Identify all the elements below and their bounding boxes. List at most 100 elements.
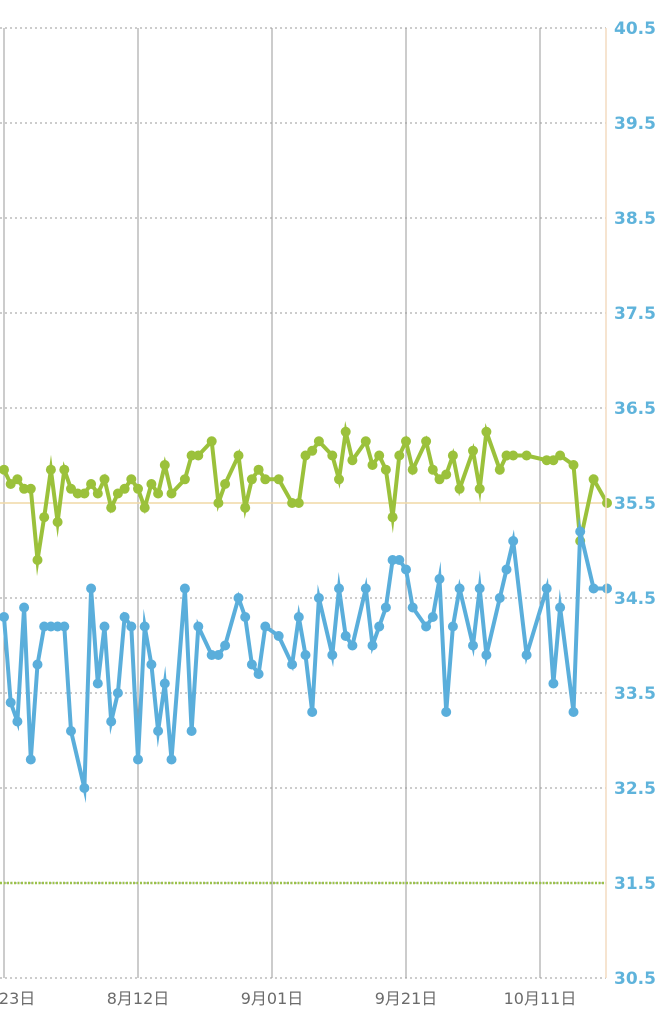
data-point: [159, 460, 170, 470]
data-point: [32, 555, 43, 565]
data-point: [447, 621, 458, 632]
data-point: [240, 612, 251, 622]
data-point: [501, 564, 512, 575]
data-point: [213, 650, 224, 660]
data-point: [59, 464, 70, 475]
data-point: [12, 474, 23, 485]
data-point: [427, 612, 438, 622]
data-point: [153, 488, 164, 499]
x-tick-label: 9月21日: [375, 989, 438, 1008]
data-point: [220, 640, 231, 651]
data-point: [166, 754, 177, 765]
data-point: [233, 450, 244, 461]
data-point: [340, 426, 351, 437]
data-point: [441, 469, 452, 480]
y-tick-label: 34.5: [614, 589, 656, 609]
data-point: [112, 688, 123, 698]
data-point: [360, 583, 371, 594]
y-tick-label: 37.5: [614, 304, 656, 324]
data-point: [313, 593, 324, 603]
x-axis: 7月23日 8月12日 9月01日 9月21日 10月11日: [0, 989, 576, 1008]
data-point: [434, 574, 445, 584]
data-point: [481, 650, 492, 660]
data-point: [407, 602, 418, 613]
data-point: [521, 450, 532, 461]
data-point: [106, 502, 117, 513]
data-point: [260, 474, 271, 485]
data-point: [293, 498, 304, 508]
data-point: [334, 474, 344, 485]
data-point: [193, 450, 204, 461]
data-point: [106, 716, 117, 727]
data-point: [494, 593, 505, 603]
data-point: [79, 783, 90, 793]
x-tick-label: 10月11日: [504, 989, 577, 1008]
data-point: [92, 678, 103, 689]
data-point: [139, 502, 150, 513]
y-tick-label: 40.5: [614, 19, 656, 39]
data-point: [92, 488, 103, 499]
data-point: [468, 640, 478, 651]
data-point: [99, 621, 110, 632]
data-point: [119, 483, 130, 494]
data-point: [206, 436, 217, 447]
data-point: [421, 436, 432, 447]
data-point: [474, 583, 485, 594]
data-point: [246, 474, 257, 485]
y-tick-label: 30.5: [614, 969, 656, 989]
x-tick-label: 9月01日: [241, 989, 304, 1008]
data-point: [588, 474, 599, 485]
data-point: [153, 726, 164, 736]
y-tick-label: 33.5: [614, 684, 656, 704]
data-point: [86, 479, 97, 489]
data-point: [293, 612, 304, 622]
data-point: [380, 464, 391, 475]
data-point: [273, 474, 284, 485]
data-point: [79, 488, 90, 499]
data-point: [146, 479, 157, 489]
data-point: [407, 464, 418, 475]
x-tick-label: 8月12日: [107, 989, 170, 1008]
data-point: [508, 450, 519, 461]
data-point: [12, 716, 23, 727]
data-point: [347, 640, 358, 651]
data-point: [555, 602, 566, 613]
data-point: [374, 450, 385, 461]
x-tick-label: 7月23日: [0, 989, 35, 1008]
data-point: [347, 455, 358, 466]
data-point: [193, 621, 204, 632]
data-point: [300, 650, 311, 660]
series-2: [0, 516, 612, 804]
y-tick-label: 32.5: [614, 779, 656, 799]
data-point: [468, 445, 478, 456]
data-point: [119, 612, 130, 622]
series-1: [0, 420, 612, 577]
data-point: [360, 436, 371, 447]
data-point: [602, 583, 612, 594]
data-point: [220, 479, 231, 489]
data-point: [0, 464, 9, 475]
y-tick-label: 31.5: [614, 874, 656, 894]
data-point: [32, 659, 43, 670]
series-line: [2, 516, 607, 804]
data-point: [0, 612, 9, 622]
data-point: [59, 621, 70, 632]
data-point: [421, 621, 432, 632]
data-point: [86, 583, 97, 594]
data-point: [126, 474, 137, 485]
data-point: [521, 650, 532, 660]
data-point: [367, 460, 378, 470]
data-point: [340, 631, 351, 641]
data-point: [447, 450, 458, 461]
data-point: [287, 659, 298, 670]
data-point: [186, 726, 197, 736]
data-point: [253, 669, 264, 679]
data-point: [45, 464, 56, 475]
data-point: [5, 697, 16, 708]
data-point: [133, 754, 143, 765]
data-point: [139, 621, 150, 632]
data-point: [380, 602, 391, 613]
data-point: [568, 707, 579, 717]
data-point: [179, 474, 190, 485]
